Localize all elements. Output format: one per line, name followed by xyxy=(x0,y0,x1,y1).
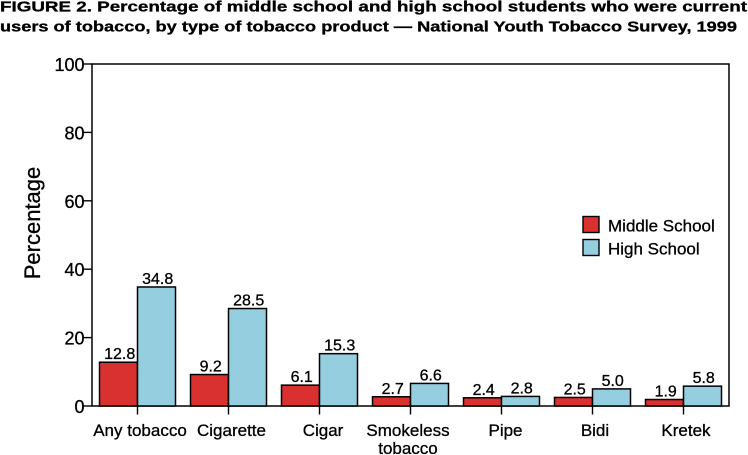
svg-text:40: 40 xyxy=(64,260,84,280)
svg-text:0: 0 xyxy=(74,397,84,417)
svg-text:1.9: 1.9 xyxy=(655,384,677,401)
svg-text:100: 100 xyxy=(54,55,84,75)
svg-text:tobacco: tobacco xyxy=(378,439,438,455)
svg-text:Any tobacco: Any tobacco xyxy=(93,421,187,440)
svg-text:Pipe: Pipe xyxy=(488,421,522,440)
svg-text:28.5: 28.5 xyxy=(233,293,264,310)
svg-text:5.0: 5.0 xyxy=(602,373,624,390)
svg-text:9.2: 9.2 xyxy=(200,359,222,376)
svg-text:2.5: 2.5 xyxy=(564,381,586,398)
svg-text:60: 60 xyxy=(64,192,84,212)
svg-text:High School: High School xyxy=(608,240,700,259)
svg-text:Percentage: Percentage xyxy=(20,167,45,280)
svg-text:Bidi: Bidi xyxy=(581,421,609,440)
svg-text:users of tobacco, by type of t: users of tobacco, by type of tobacco pro… xyxy=(0,20,737,36)
svg-text:6.6: 6.6 xyxy=(420,367,442,384)
svg-text:12.8: 12.8 xyxy=(104,346,135,363)
svg-text:Middle School: Middle School xyxy=(608,217,715,236)
svg-text:6.1: 6.1 xyxy=(291,369,313,386)
svg-text:2.8: 2.8 xyxy=(511,380,533,397)
svg-text:80: 80 xyxy=(64,123,84,143)
svg-text:Cigarette: Cigarette xyxy=(197,421,266,440)
svg-text:15.3: 15.3 xyxy=(324,338,355,355)
svg-text:5.8: 5.8 xyxy=(693,370,715,387)
svg-text:34.8: 34.8 xyxy=(142,271,173,288)
svg-text:Kretek: Kretek xyxy=(661,421,711,440)
svg-text:2.7: 2.7 xyxy=(382,381,404,398)
svg-text:Cigar: Cigar xyxy=(303,421,344,440)
svg-text:2.4: 2.4 xyxy=(473,382,495,399)
svg-text:20: 20 xyxy=(64,329,84,349)
svg-text:Smokeless: Smokeless xyxy=(366,421,449,440)
svg-text:FIGURE 2. Percentage of middle: FIGURE 2. Percentage of middle school an… xyxy=(0,0,747,16)
